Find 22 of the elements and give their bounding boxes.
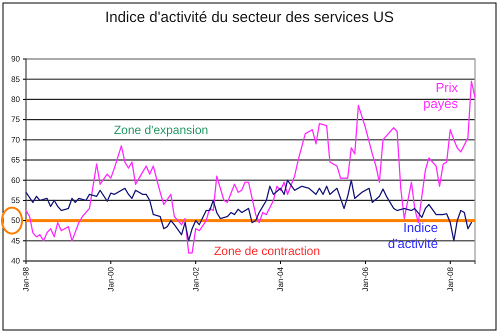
chart-title: Indice d'activité du secteur des services US <box>105 9 394 26</box>
y-tick-label: 70 <box>11 135 21 144</box>
annotation: Zone de contraction <box>214 244 320 258</box>
y-tick-label: 50 <box>11 216 21 226</box>
annotation: Zone d'expansion <box>114 123 208 137</box>
y-tick-label: 60 <box>11 176 21 185</box>
x-tick-label: Jan-98 <box>22 266 31 292</box>
y-tick-label: 40 <box>11 256 21 266</box>
y-tick-label: 85 <box>11 74 21 84</box>
y-tick-label: 90 <box>11 54 21 64</box>
x-tick-label: Jan-08 <box>446 266 455 292</box>
y-tick-label: 45 <box>11 236 21 246</box>
y-tick-label: 65 <box>11 156 21 165</box>
series-label: Prix payés <box>423 80 458 111</box>
y-tick-label: 55 <box>11 196 21 205</box>
y-tick-label: 80 <box>11 94 21 104</box>
y-tick-label: 75 <box>11 115 21 124</box>
x-tick-label: Jan-02 <box>191 266 200 292</box>
x-tick-label: Jan-04 <box>276 266 286 292</box>
line-series <box>25 80 476 254</box>
x-tick-label: Jan-00 <box>106 266 116 292</box>
x-tick-label: Jan-06 <box>361 266 370 292</box>
